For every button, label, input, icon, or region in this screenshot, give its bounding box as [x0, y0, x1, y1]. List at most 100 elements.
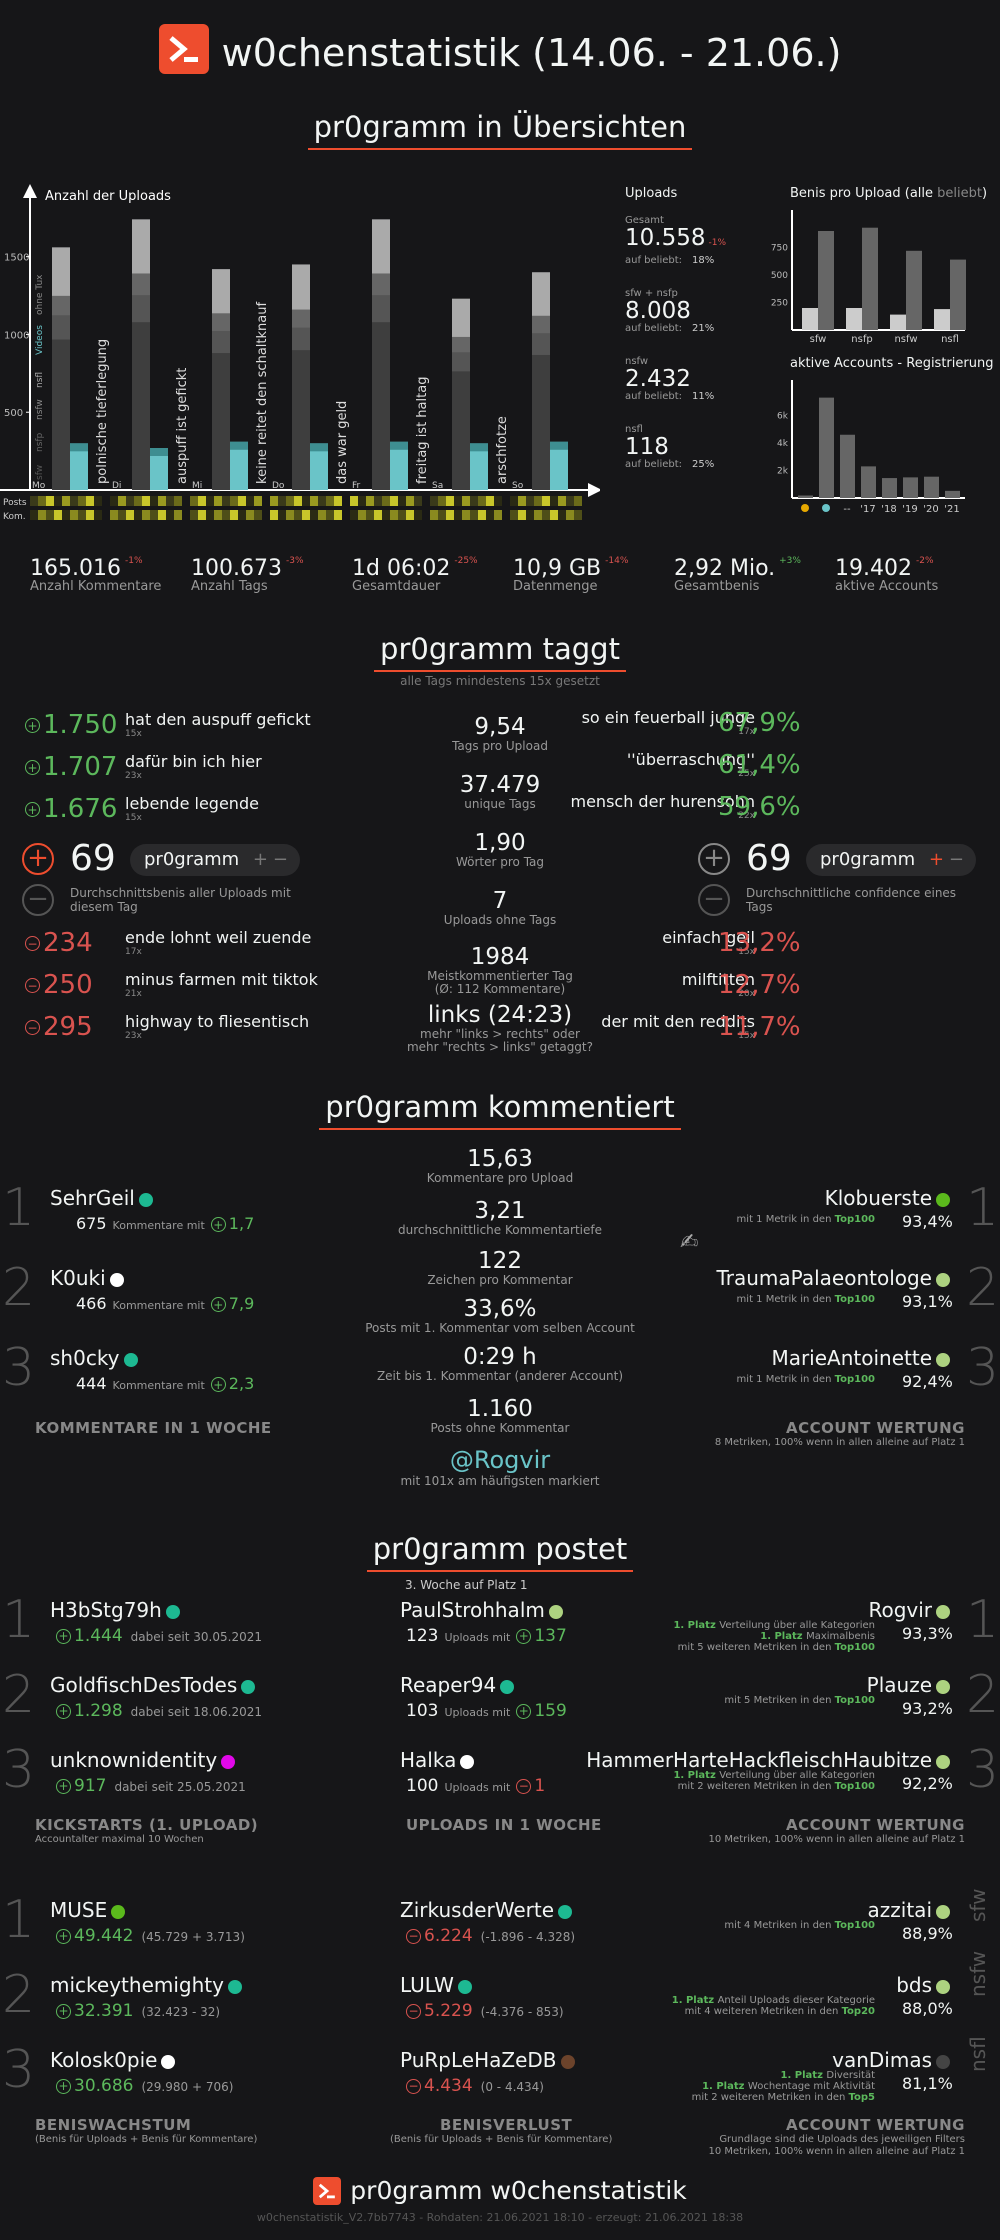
upload-bar-segment [212, 353, 230, 490]
tag-mid-desc: Durchschnittsbenis aller Uploads mit die… [70, 886, 291, 914]
user-name-text: GoldfischDesTodes [50, 1673, 238, 1697]
posts-heat-cell [302, 496, 310, 506]
posts-heat-cell [478, 496, 486, 506]
mention-name[interactable]: @Rogvir [449, 1446, 551, 1474]
metric-text: Verteilung über alle Kategorien [719, 1770, 875, 1781]
posts-heat-cell [366, 496, 374, 506]
tag-text-block: highway to fliesentisch 23x [125, 1012, 309, 1041]
comments-heat-cell [190, 510, 198, 520]
metric-text: mit 5 weiteren Metriken in den [677, 1642, 835, 1653]
plus-circle-button[interactable]: + [22, 843, 54, 875]
user-name-text: PuRpLeHaZeDB [400, 2048, 557, 2072]
tag-stat: 7 Uploads ohne Tags [380, 888, 620, 927]
comments-heat-cell [166, 510, 174, 520]
video-bar [390, 441, 408, 490]
rank-number: 3 [966, 1338, 1000, 1398]
user-name: K0uki [50, 1266, 124, 1290]
posts-heat-cell [534, 496, 542, 506]
user-metrics: mit 5 Metriken in den Top100 [724, 1695, 875, 1706]
video-bar [470, 443, 488, 490]
upload-count: 100 [406, 1776, 439, 1796]
uploads-item-value-row: 10.558 -1% [625, 226, 745, 255]
benis-bar-alle [950, 259, 966, 330]
minus-circle-button[interactable]: − [22, 884, 54, 916]
tag-pct: 67,9% [718, 708, 801, 738]
legend-videos: Videos [35, 325, 45, 355]
posts-heat-cell [270, 496, 278, 506]
uploads-item-pct: 25% [692, 459, 715, 470]
summary-value: 100.673 [191, 556, 282, 581]
acc-bar [945, 490, 960, 498]
rank-number: 1 [966, 1178, 1000, 1238]
tag-stat-label: Tags pro Upload [452, 739, 548, 753]
metric-line: 1. Platz Anteil Uploads dieser Kategorie [672, 1995, 875, 2006]
user-name-text: HammerHarteHackfleischHaubitze [586, 1748, 932, 1772]
user-status-dot [161, 2054, 176, 2069]
comments-right-head: ACCOUNT WERTUNG [785, 1419, 965, 1437]
comments-heat-cell [478, 510, 486, 520]
metric-line: 1. Platz Diversität [692, 2070, 875, 2081]
user-score: 32.391 [74, 2001, 134, 2021]
user-sub: (32.423 - 32) [141, 2005, 221, 2019]
tag-name: lebende legende [125, 794, 259, 813]
tag-name: dafür bin ich hier [125, 752, 262, 771]
plus-circle-button[interactable]: + [698, 843, 730, 875]
posts-heat-cell [350, 496, 358, 506]
tag-pill-input[interactable]: pr0gramm + − [130, 844, 300, 876]
comments-heat-cell [238, 510, 246, 520]
tag-stat-label: mehr "links > rechts" oder [420, 1027, 580, 1041]
uploads-item-sub-label: auf beliebt: [625, 323, 683, 334]
user-line: −6.224 (-1.896 - 4.328) [406, 1926, 575, 1946]
summary-value-row: 2,92 Mio. +3% [674, 556, 801, 581]
tag-score-value: 1.707 [43, 752, 118, 782]
uploads-item-pct: 18% [692, 255, 715, 266]
user-score: 49.442 [74, 1926, 134, 1946]
comments-heat-cell [326, 510, 334, 520]
minus-circle-button[interactable]: − [698, 884, 730, 916]
tag-count: 25x [738, 769, 755, 779]
tag-text-block: ende lohnt weil zuende 17x [125, 928, 311, 957]
comments-heat-cell [446, 510, 454, 520]
posts-heat-cell [46, 496, 54, 506]
filter-tag: nsfl [966, 2036, 990, 2072]
uploads-box-item: Gesamt 10.558 -1% auf beliebt: 18% [625, 215, 745, 266]
uploads-item-sub: auf beliebt: 18% [625, 255, 745, 266]
comments-heat-cell [94, 510, 102, 520]
comments-heat-cell [246, 510, 254, 520]
user-score-value: 4.434 [424, 2076, 473, 2096]
comments-heat-cell [46, 510, 54, 520]
user-sub: (29.980 + 706) [141, 2080, 234, 2094]
tag-count: 22x [738, 811, 755, 821]
pointer-icon: ✍ [680, 1230, 699, 1255]
tag-stat: 9,54 Tags pro Upload [380, 714, 620, 753]
comments-heat-cell [390, 510, 398, 520]
uploads-item-sub: auf beliebt: 11% [625, 391, 745, 402]
comments-right-sub: 8 Metriken, 100% wenn in allen alleine a… [714, 1437, 965, 1448]
uploads-chart-title: Anzahl der Uploads [45, 189, 171, 204]
comments-left-head: KOMMENTARE IN 1 WOCHE [35, 1419, 272, 1437]
accounts-chart-title: aktive Accounts - Registrierung [790, 356, 994, 371]
metric-text: Diversität [826, 2070, 875, 2081]
comments-heat-cell [358, 510, 366, 520]
uploads-item-value: 8.008 [625, 298, 691, 324]
comments-heat-cell [174, 510, 182, 520]
summary-item: 19.402 -2% aktive Accounts [835, 556, 938, 594]
user-name: PaulStrohhalm [400, 1598, 563, 1622]
tag-pill-input[interactable]: pr0gramm + − [806, 844, 976, 876]
user-name-text: K0uki [50, 1266, 106, 1290]
comments-heat-cell [222, 510, 230, 520]
user-line: 103 Uploads mit +159 [406, 1701, 567, 1721]
tag-score: −234 [25, 928, 93, 958]
comments-heat-cell [414, 510, 422, 520]
summary-value-row: 165.016 -1% [30, 556, 161, 581]
user-sub: (-1.896 - 4.328) [480, 1930, 576, 1944]
summary-delta: -3% [285, 556, 304, 566]
tag-bottom-left: −234 ende lohnt weil zuende 17x [25, 928, 311, 958]
summary-value: 19.402 [835, 556, 912, 581]
user-name-text: Klobuerste [824, 1186, 932, 1210]
growth-head: BENISWACHSTUM [35, 2116, 192, 2134]
tag-count: 15x [738, 1031, 755, 1041]
user-status-dot [123, 1352, 138, 1367]
user-sub: (0 - 4.434) [480, 2080, 544, 2094]
user-line: 100 Uploads mit −1 [406, 1776, 545, 1796]
